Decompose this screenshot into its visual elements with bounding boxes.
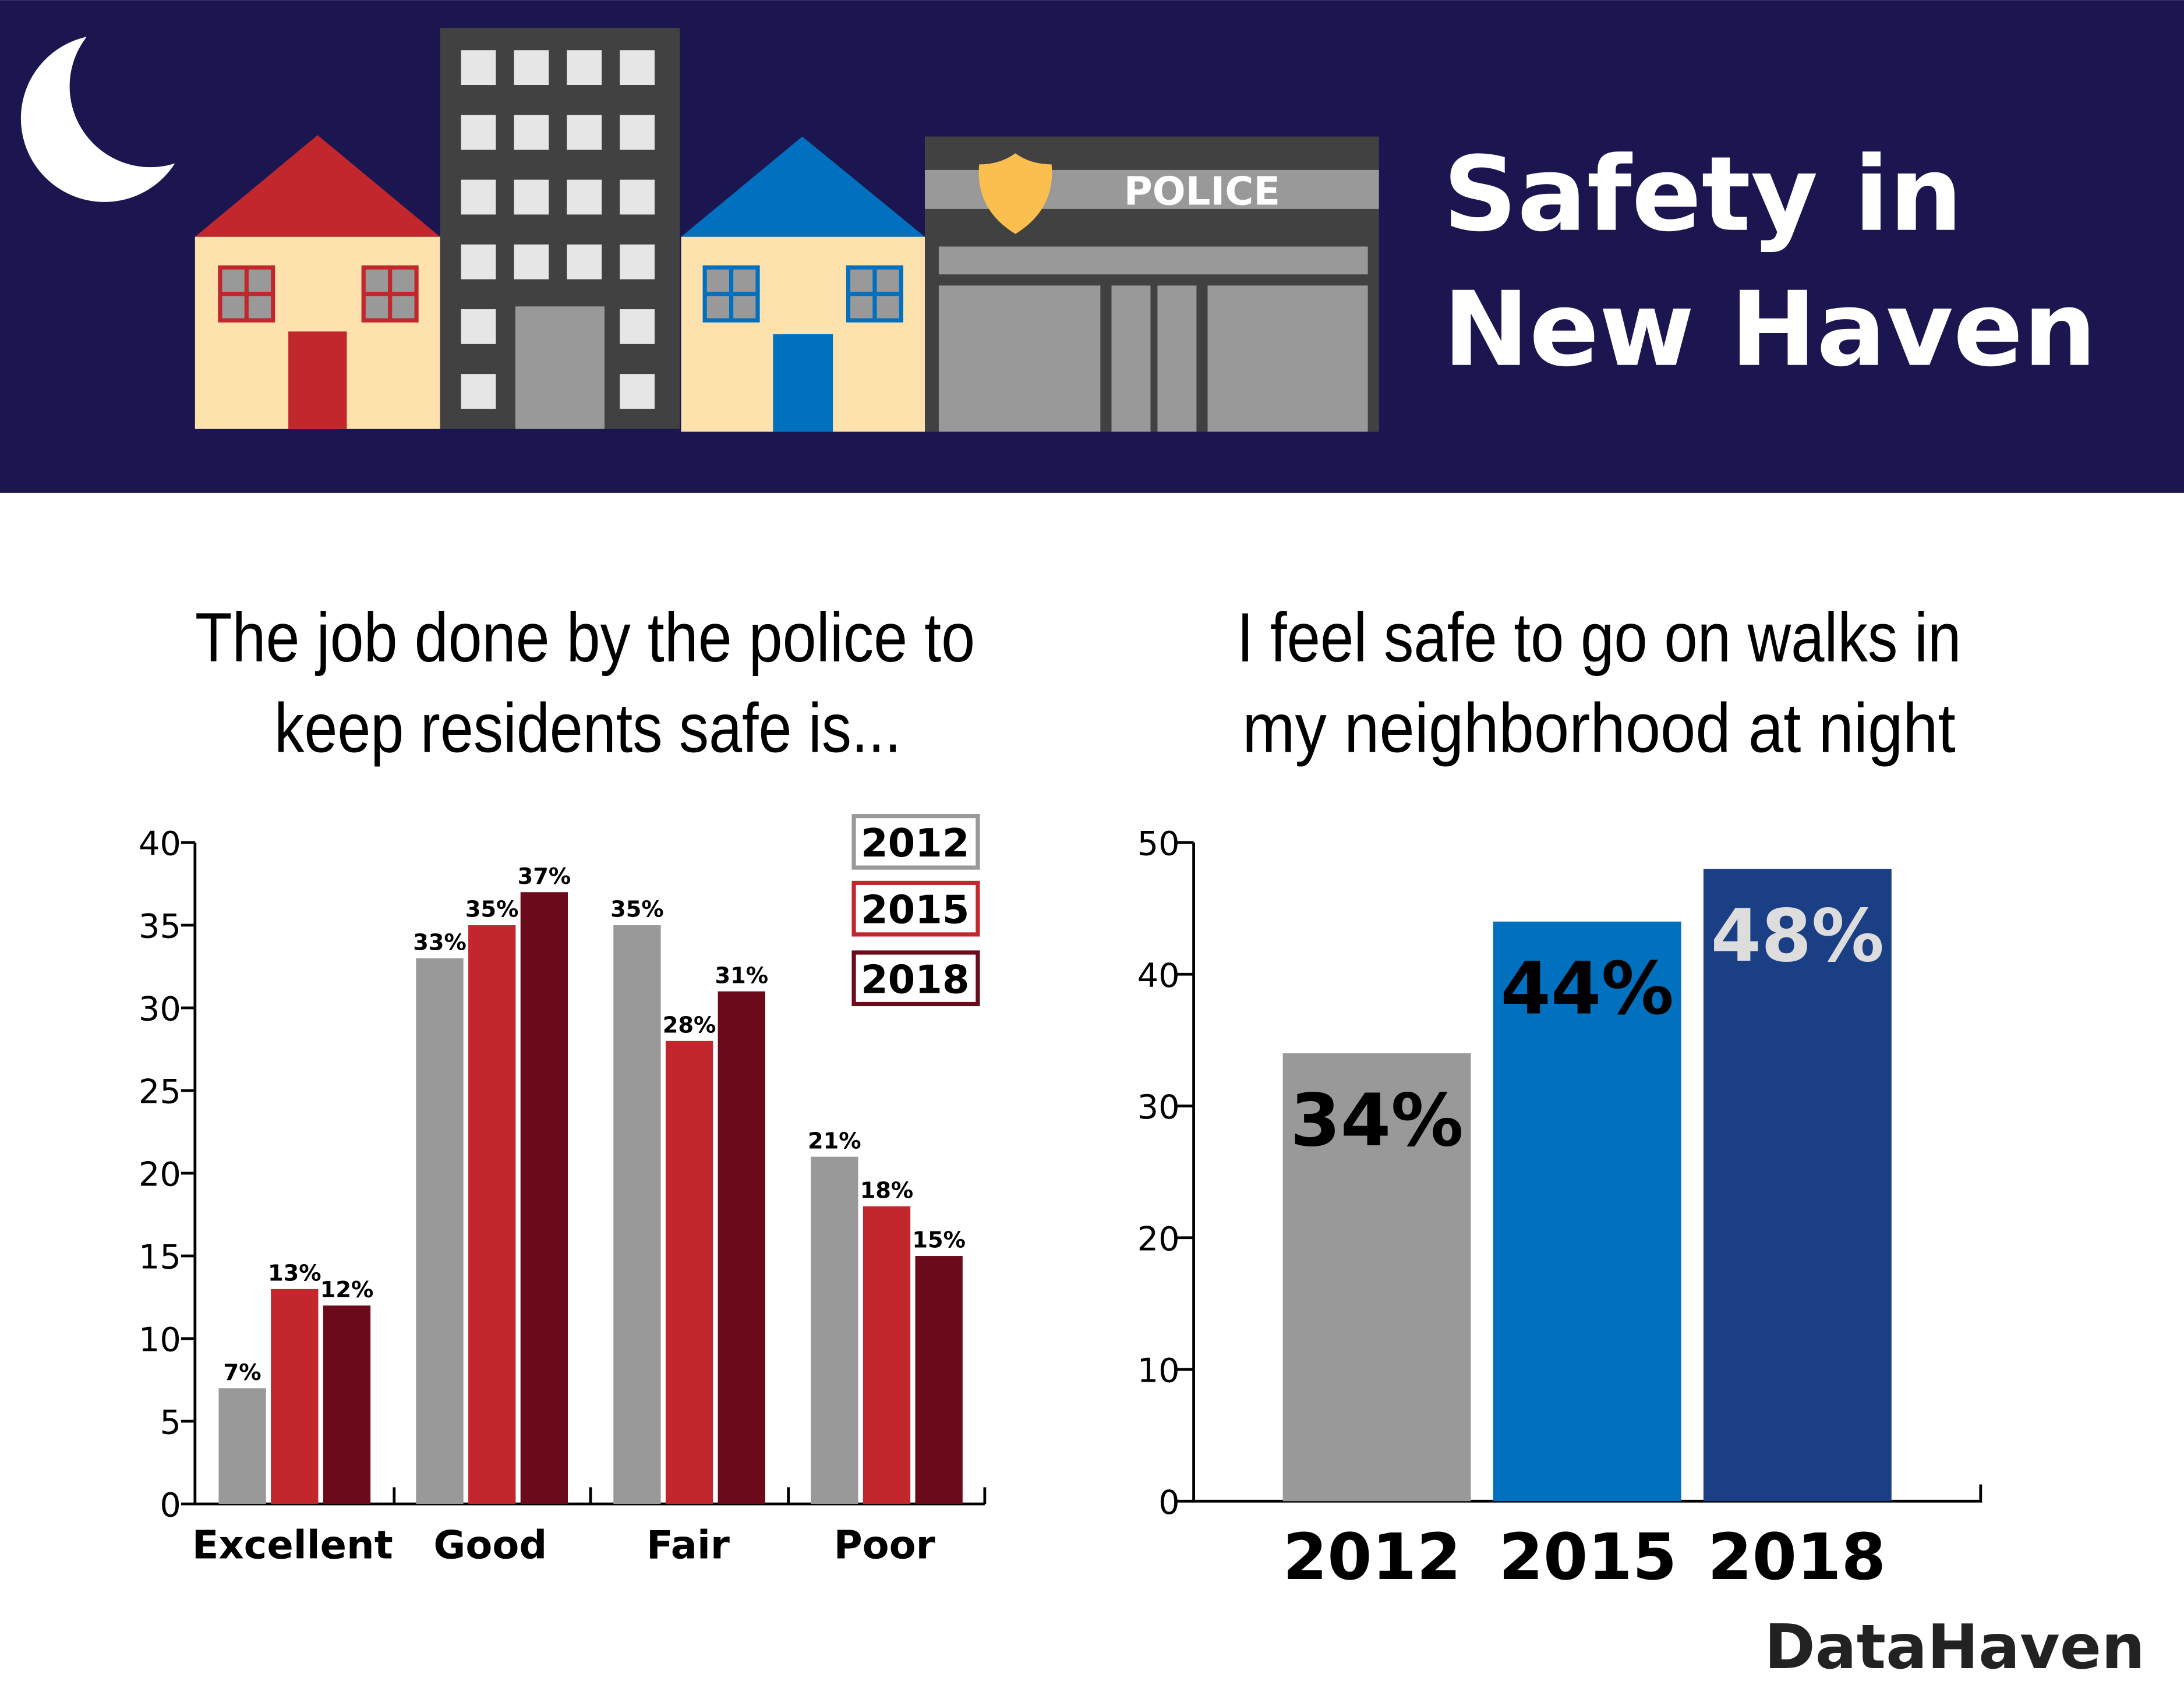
police-job-chart: The job done by the police to keep resid… bbox=[139, 599, 987, 1567]
window bbox=[461, 374, 496, 409]
data-label: 15% bbox=[912, 1227, 966, 1254]
red-house-illustration bbox=[195, 135, 440, 429]
x-category-label: Excellent bbox=[192, 1522, 393, 1567]
data-label: 35% bbox=[610, 897, 664, 923]
legend-swatch-box bbox=[851, 950, 980, 1007]
moon-icon bbox=[20, 5, 232, 202]
data-label: 7% bbox=[224, 1360, 261, 1386]
y-tick-label: 40 bbox=[139, 824, 181, 863]
x-category-label: Fair bbox=[646, 1522, 730, 1567]
chart-title-line1: The job done by the police to bbox=[195, 599, 975, 677]
datahaven-logo: DataHaven bbox=[1764, 1611, 2145, 1683]
legend-item-2015: 2015 bbox=[851, 880, 980, 937]
data-label: 13% bbox=[268, 1260, 321, 1286]
bar-good-2012 bbox=[416, 958, 464, 1505]
chart-title-line1: I feel safe to go on walks in bbox=[1237, 599, 1962, 677]
window bbox=[461, 115, 496, 150]
bar-excellent-2018 bbox=[323, 1305, 371, 1505]
data-label: 35% bbox=[465, 897, 519, 923]
police-station-illustration: POLICE bbox=[925, 136, 1379, 432]
window bbox=[514, 244, 549, 279]
y-tick-label: 0 bbox=[160, 1486, 181, 1525]
y-tick-label: 15 bbox=[139, 1238, 181, 1277]
window bbox=[514, 179, 549, 215]
legend-label: 2012 bbox=[861, 820, 969, 866]
police-sign: POLICE bbox=[1124, 169, 1280, 214]
bar-excellent-2012 bbox=[218, 1388, 266, 1505]
legend-label: 2018 bbox=[861, 957, 969, 1002]
window bbox=[461, 179, 496, 215]
window bbox=[620, 50, 655, 86]
window bbox=[514, 115, 549, 150]
window bbox=[567, 50, 602, 86]
data-label: 48% bbox=[1711, 894, 1885, 978]
data-label: 12% bbox=[320, 1277, 374, 1303]
bar-excellent-2015 bbox=[271, 1289, 319, 1505]
y-tick-label: 20 bbox=[1137, 1219, 1180, 1258]
data-label: 31% bbox=[715, 962, 768, 989]
bar-poor-2012 bbox=[811, 1156, 858, 1505]
window bbox=[567, 244, 602, 279]
data-label: 37% bbox=[518, 863, 571, 890]
data-label: 28% bbox=[663, 1012, 716, 1038]
bar-fair-2012 bbox=[613, 925, 661, 1505]
bar-good-2015 bbox=[468, 925, 516, 1505]
bar-poor-2015 bbox=[863, 1206, 911, 1505]
feel-safe-chart: I feel safe to go on walks in my neighbo… bbox=[1137, 599, 1982, 1594]
page-title-line1: Safety in bbox=[1443, 134, 1963, 254]
window bbox=[567, 115, 602, 150]
window bbox=[620, 179, 655, 215]
y-tick-label: 50 bbox=[1137, 824, 1180, 863]
x-category-label: 2012 bbox=[1283, 1520, 1461, 1594]
y-tick-label: 10 bbox=[1137, 1351, 1180, 1390]
y-tick-label: 40 bbox=[1137, 956, 1180, 995]
window bbox=[514, 50, 549, 86]
data-label: 34% bbox=[1290, 1079, 1464, 1163]
data-label: 44% bbox=[1500, 947, 1674, 1031]
window bbox=[461, 50, 496, 86]
y-tick-label: 30 bbox=[1137, 1088, 1180, 1127]
x-category-label: 2018 bbox=[1708, 1520, 1886, 1594]
bar-2015 bbox=[1493, 921, 1681, 1502]
x-category-label: 2015 bbox=[1499, 1520, 1677, 1594]
x-category-label: Poor bbox=[834, 1522, 935, 1567]
y-tick-label: 20 bbox=[139, 1155, 181, 1194]
x-category-label: Good bbox=[433, 1522, 547, 1567]
window bbox=[620, 309, 655, 344]
bar-poor-2018 bbox=[915, 1256, 963, 1505]
y-tick-label: 25 bbox=[139, 1073, 181, 1112]
chart-title-line2: keep residents safe is... bbox=[274, 690, 901, 767]
header-banner: POLICE Safety in New Haven bbox=[0, 0, 2184, 493]
bar-2018 bbox=[1703, 869, 1892, 1502]
legend-label: 2015 bbox=[861, 887, 969, 933]
window bbox=[461, 309, 496, 344]
window bbox=[620, 244, 655, 279]
blue-house-illustration bbox=[681, 136, 925, 432]
bar-fair-2015 bbox=[665, 1040, 713, 1505]
data-label: 18% bbox=[860, 1177, 914, 1204]
window bbox=[620, 374, 655, 409]
window bbox=[620, 115, 655, 150]
legend-item-2012: 2012 bbox=[851, 814, 980, 870]
data-label: 21% bbox=[808, 1128, 861, 1154]
page-title-line2: New Haven bbox=[1443, 270, 2097, 390]
y-tick-label: 10 bbox=[139, 1321, 181, 1360]
police-badge-icon bbox=[978, 153, 1052, 234]
bar-fair-2018 bbox=[718, 991, 765, 1505]
y-tick-label: 35 bbox=[139, 907, 181, 946]
y-tick-label: 0 bbox=[1158, 1483, 1180, 1522]
bar-2012 bbox=[1282, 1053, 1471, 1502]
window bbox=[567, 179, 602, 215]
apartment-building-illustration bbox=[440, 27, 680, 429]
legend-swatch-box bbox=[851, 880, 980, 937]
bar-good-2018 bbox=[520, 892, 568, 1505]
window bbox=[461, 244, 496, 279]
y-tick-label: 5 bbox=[160, 1403, 181, 1442]
legend-swatch-box bbox=[851, 814, 980, 870]
data-label: 33% bbox=[413, 929, 467, 955]
y-tick-label: 30 bbox=[139, 990, 181, 1029]
chart-title-line2: my neighborhood at night bbox=[1242, 690, 1955, 767]
legend-item-2018: 2018 bbox=[851, 950, 980, 1007]
